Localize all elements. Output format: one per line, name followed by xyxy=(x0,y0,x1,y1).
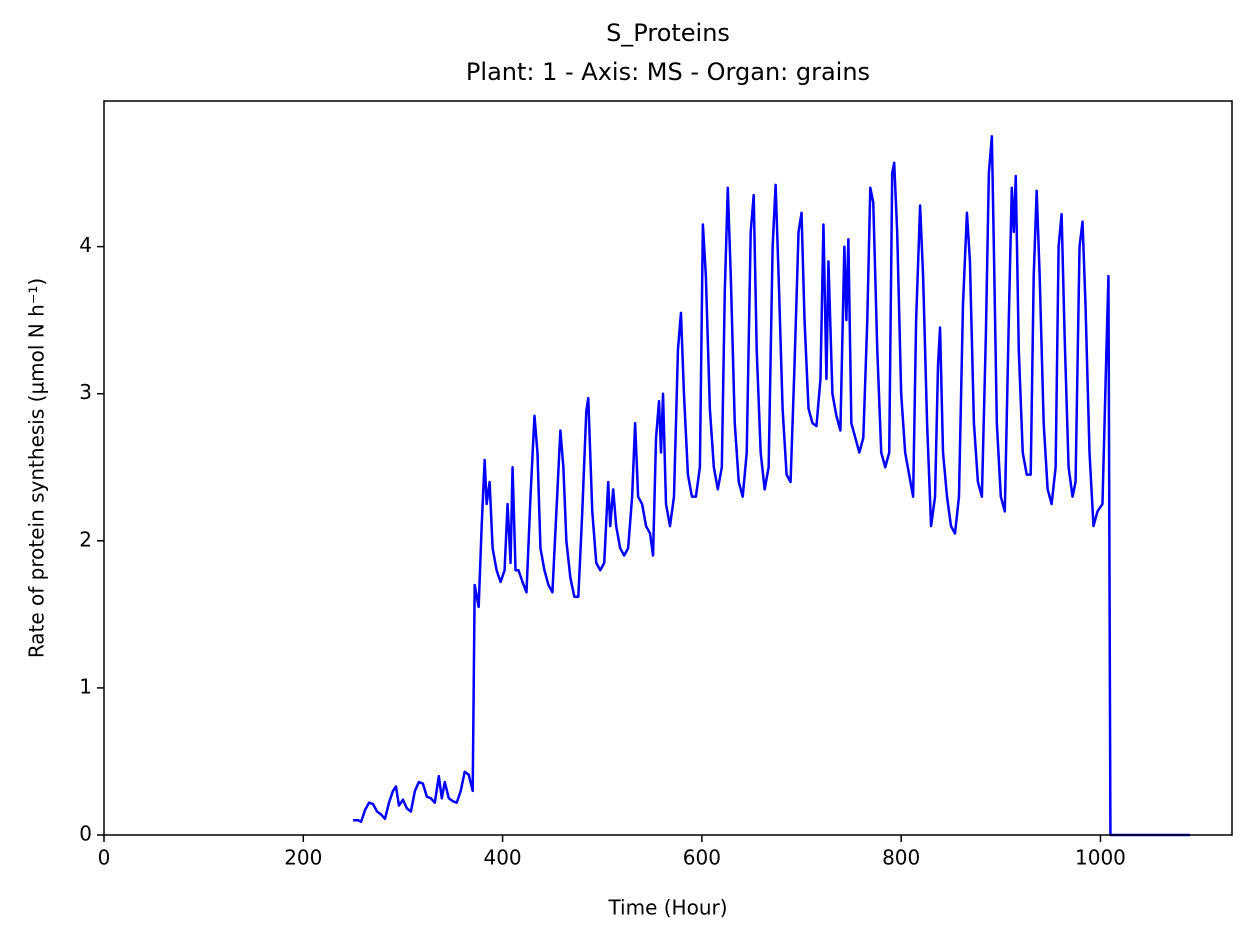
y-tick-label: 4 xyxy=(79,233,92,257)
x-tick-label: 200 xyxy=(284,846,322,870)
chart-subtitle: Plant: 1 - Axis: MS - Organ: grains xyxy=(466,58,870,86)
y-axis-label: Rate of protein synthesis (µmol N h⁻¹) xyxy=(25,278,49,658)
x-tick-label: 1000 xyxy=(1075,846,1126,870)
data-line xyxy=(353,135,1191,837)
chart-title: S_Proteins xyxy=(606,19,730,47)
plot-frame xyxy=(103,100,1233,836)
x-tick-label: 600 xyxy=(683,846,721,870)
y-tick-label: 1 xyxy=(79,674,92,698)
x-tick-label: 0 xyxy=(98,846,111,870)
y-tick-label: 2 xyxy=(79,527,92,551)
y-tick-label: 0 xyxy=(79,822,92,846)
x-axis-label: Time (Hour) xyxy=(607,896,727,920)
y-tick-label: 3 xyxy=(79,380,92,404)
x-tick-label: 400 xyxy=(483,846,521,870)
x-tick-label: 800 xyxy=(882,846,920,870)
